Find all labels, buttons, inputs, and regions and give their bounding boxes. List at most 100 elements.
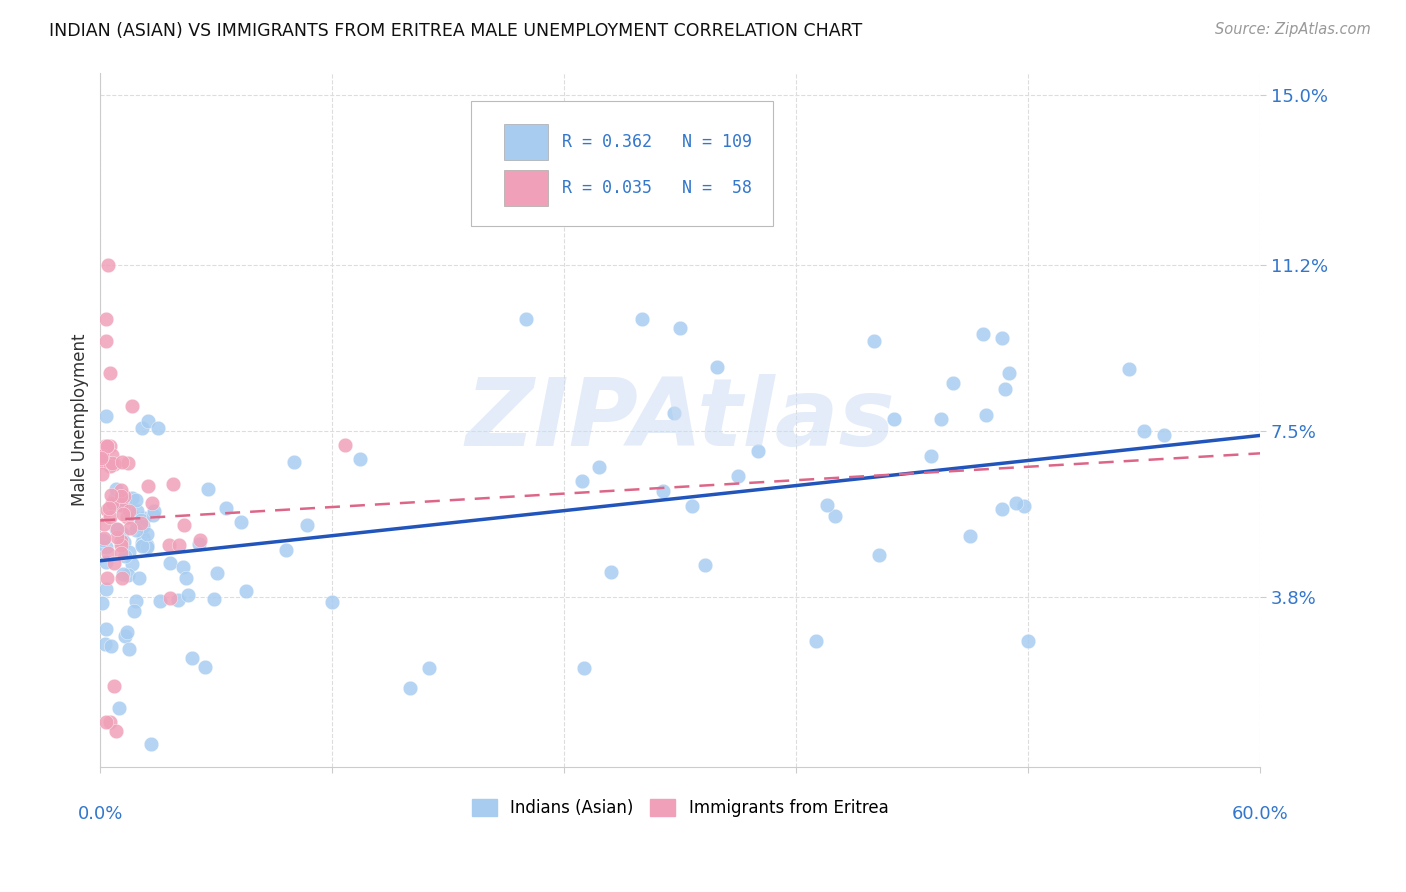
Point bbox=[90, 450, 112, 465]
Point bbox=[974, 409, 997, 423]
Point bbox=[108, 701, 131, 715]
Point bbox=[883, 412, 905, 426]
Text: Source: ZipAtlas.com: Source: ZipAtlas.com bbox=[1215, 22, 1371, 37]
Point bbox=[93, 636, 115, 650]
Point bbox=[96, 571, 118, 585]
Point bbox=[121, 491, 143, 506]
Point bbox=[181, 650, 204, 665]
Point bbox=[173, 518, 195, 533]
Point bbox=[101, 495, 124, 509]
Point bbox=[868, 549, 890, 563]
Point bbox=[104, 482, 127, 496]
Point bbox=[110, 483, 132, 498]
Point bbox=[333, 437, 356, 451]
Point bbox=[132, 538, 155, 552]
Point bbox=[125, 523, 148, 537]
Point bbox=[91, 455, 114, 469]
Point bbox=[122, 604, 145, 618]
Point bbox=[90, 449, 112, 463]
Point bbox=[142, 504, 165, 518]
Point bbox=[121, 509, 143, 524]
Point bbox=[117, 456, 139, 470]
Point bbox=[94, 622, 117, 636]
Point bbox=[103, 557, 125, 571]
Point bbox=[959, 528, 981, 542]
Point bbox=[600, 566, 623, 580]
Point bbox=[131, 535, 153, 549]
Point bbox=[942, 376, 965, 391]
Point bbox=[112, 500, 135, 514]
Point bbox=[125, 504, 148, 518]
Point bbox=[129, 516, 152, 530]
Point bbox=[91, 467, 114, 482]
Point bbox=[135, 538, 157, 552]
Point bbox=[94, 334, 117, 349]
Point bbox=[972, 326, 994, 341]
Point bbox=[114, 629, 136, 643]
Point bbox=[101, 456, 124, 470]
Point bbox=[91, 533, 114, 548]
Point bbox=[98, 439, 121, 453]
Point bbox=[104, 723, 127, 738]
Point bbox=[1133, 424, 1156, 438]
Point bbox=[321, 595, 343, 609]
Point bbox=[159, 556, 181, 570]
Point bbox=[1153, 428, 1175, 442]
Point bbox=[991, 502, 1014, 516]
Point bbox=[662, 406, 685, 420]
Point bbox=[815, 498, 838, 512]
FancyBboxPatch shape bbox=[503, 124, 548, 160]
FancyBboxPatch shape bbox=[471, 101, 773, 226]
Point bbox=[115, 510, 138, 524]
Point bbox=[139, 737, 162, 751]
Point bbox=[96, 503, 118, 517]
Point bbox=[131, 513, 153, 527]
Point bbox=[97, 545, 120, 559]
Point bbox=[104, 491, 127, 505]
Point bbox=[194, 660, 217, 674]
Point bbox=[297, 517, 319, 532]
Point bbox=[229, 515, 252, 529]
Point bbox=[96, 582, 118, 597]
Point bbox=[172, 559, 194, 574]
Point bbox=[114, 549, 136, 563]
Point bbox=[235, 583, 257, 598]
Point bbox=[1012, 499, 1035, 513]
Point bbox=[162, 476, 184, 491]
Point bbox=[929, 412, 952, 426]
Point bbox=[572, 661, 595, 675]
Point bbox=[110, 489, 132, 503]
Point bbox=[118, 544, 141, 558]
Y-axis label: Male Unemployment: Male Unemployment bbox=[72, 334, 89, 506]
Point bbox=[588, 459, 610, 474]
Point bbox=[105, 530, 128, 544]
Point bbox=[100, 639, 122, 653]
Point bbox=[111, 571, 134, 585]
Text: ZIPAtlas: ZIPAtlas bbox=[465, 374, 896, 466]
Point bbox=[207, 566, 229, 580]
Point bbox=[136, 526, 159, 541]
Text: INDIAN (ASIAN) VS IMMIGRANTS FROM ERITREA MALE UNEMPLOYMENT CORRELATION CHART: INDIAN (ASIAN) VS IMMIGRANTS FROM ERITRE… bbox=[49, 22, 862, 40]
Point bbox=[93, 516, 115, 531]
Point bbox=[159, 591, 181, 605]
Point bbox=[103, 679, 125, 693]
Point bbox=[141, 496, 163, 510]
Point bbox=[215, 500, 238, 515]
Point bbox=[669, 321, 692, 335]
Point bbox=[118, 641, 141, 656]
Point bbox=[630, 312, 652, 326]
Point bbox=[111, 526, 134, 541]
Point bbox=[159, 538, 181, 552]
Point bbox=[571, 474, 593, 488]
FancyBboxPatch shape bbox=[503, 170, 548, 206]
Point bbox=[804, 634, 827, 648]
Point bbox=[94, 555, 117, 569]
Point bbox=[125, 594, 148, 608]
Point bbox=[94, 439, 117, 453]
Point bbox=[110, 538, 132, 552]
Point bbox=[141, 508, 163, 522]
Point bbox=[105, 522, 128, 536]
Point bbox=[136, 414, 159, 428]
Point bbox=[114, 492, 136, 507]
Point bbox=[111, 455, 134, 469]
